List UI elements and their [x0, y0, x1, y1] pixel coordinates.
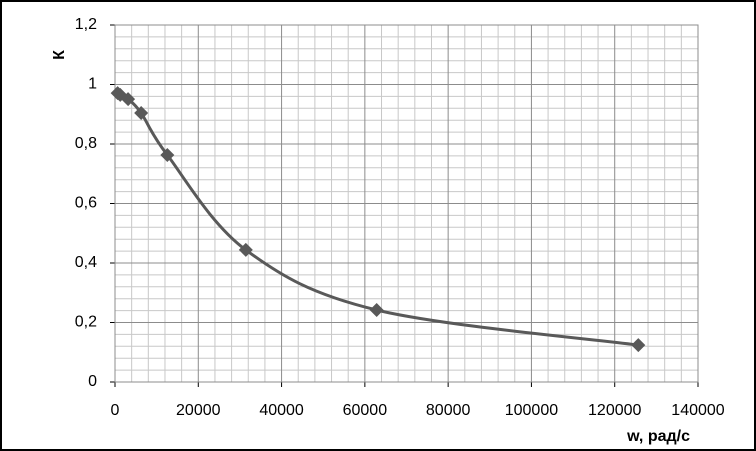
data-point — [369, 303, 384, 318]
y-tick-label: 0,8 — [75, 135, 97, 152]
y-axis-title: К — [51, 50, 68, 60]
data-point — [134, 106, 149, 121]
y-tick-label: 0,2 — [75, 314, 97, 331]
y-tick-label: 0 — [88, 373, 97, 390]
y-tick-label: 1 — [88, 76, 97, 93]
data-point — [238, 242, 253, 257]
x-tick-label: 20000 — [176, 402, 221, 419]
x-tick-label: 140000 — [671, 402, 724, 419]
data-point — [631, 338, 646, 353]
data-point — [160, 148, 175, 163]
x-axis-title: w, рад/с — [626, 428, 690, 445]
x-tick-label: 100000 — [505, 402, 558, 419]
y-tick-label: 1,2 — [75, 16, 97, 33]
x-tick-label: 60000 — [343, 402, 388, 419]
y-tick-label: 0,4 — [75, 254, 97, 271]
plot-border — [114, 24, 699, 383]
x-tick-label: 80000 — [426, 402, 471, 419]
x-tick-label: 0 — [111, 402, 120, 419]
y-tick-label: 0,6 — [75, 195, 97, 212]
x-tick-label: 40000 — [259, 402, 304, 419]
x-tick-label: 120000 — [588, 402, 641, 419]
data-point — [121, 92, 136, 107]
